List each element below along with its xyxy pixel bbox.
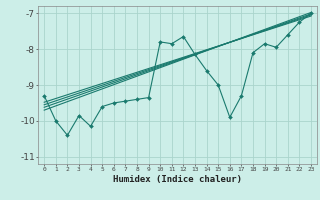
X-axis label: Humidex (Indice chaleur): Humidex (Indice chaleur) xyxy=(113,175,242,184)
